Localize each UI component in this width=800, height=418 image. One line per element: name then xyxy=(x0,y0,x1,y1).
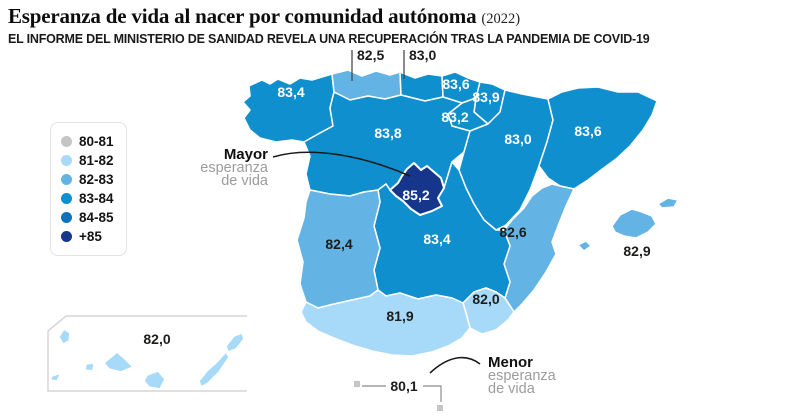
header: Esperanza de vida al nacer por comunidad… xyxy=(8,4,788,46)
legend-item-81-82: 81-82 xyxy=(61,151,114,170)
menor-annotation-line1: esperanza xyxy=(488,367,556,384)
region-label-canarias: 82,0 xyxy=(143,331,170,347)
legend-dot-85plus xyxy=(61,231,72,242)
region-baleares-ibiza xyxy=(577,240,592,252)
legend-label-82-83: 82-83 xyxy=(79,172,114,187)
region-canarias-tenerife xyxy=(103,351,134,373)
legend-dot-80-81 xyxy=(61,136,72,147)
page-title: Esperanza de vida al nacer por comunidad… xyxy=(8,4,477,28)
legend-dot-83-84 xyxy=(61,193,72,204)
region-label-murcia: 82,0 xyxy=(472,291,499,307)
region-label-pais-vasco: 83,6 xyxy=(442,76,469,92)
mayor-annotation-line2: de vida xyxy=(221,173,268,189)
region-andalucia xyxy=(300,289,471,357)
region-baleares-mallorca xyxy=(611,208,657,239)
region-baleares-menorca xyxy=(657,197,679,209)
melilla-marker xyxy=(437,405,443,411)
region-label-asturias: 82,5 xyxy=(357,47,384,63)
menor-leader-line xyxy=(429,356,481,374)
legend-item-84-85: 84-85 xyxy=(61,208,114,227)
region-label-ceuta-melilla: 80,1 xyxy=(390,378,417,394)
legend-label-84-85: 84-85 xyxy=(79,210,114,225)
region-canarias-lanzarote xyxy=(225,332,245,353)
legend-item-80-81: 80-81 xyxy=(61,132,114,151)
legend-label-81-82: 81-82 xyxy=(79,153,114,168)
region-label-extremadura: 82,4 xyxy=(325,236,352,252)
region-cataluna xyxy=(538,86,658,190)
region-label-comunidad-valenciana: 82,6 xyxy=(499,224,526,240)
legend-label-83-84: 83-84 xyxy=(79,191,114,206)
menor-annotation-title: Menor xyxy=(488,354,533,371)
legend: 80-81 81-82 82-83 83-84 84-85 +85 xyxy=(50,122,127,256)
legend-item-83-84: 83-84 xyxy=(61,189,114,208)
menor-annotation-line2: de vida xyxy=(488,381,535,397)
ceuta-marker xyxy=(354,381,360,387)
region-label-aragon: 83,0 xyxy=(504,131,531,147)
region-label-castilla-y-leon: 83,8 xyxy=(374,125,401,141)
mayor-leader-line xyxy=(272,151,411,177)
mayor-annotation-line1: esperanza xyxy=(200,159,268,176)
region-label-la-rioja: 83,2 xyxy=(441,109,468,125)
melilla-connector-line xyxy=(423,385,442,402)
region-canarias-la-gomera xyxy=(84,362,95,372)
title-year: (2022) xyxy=(481,11,521,27)
region-canarias-la-palma xyxy=(58,328,71,345)
region-label-madrid: 85,2 xyxy=(402,187,429,203)
legend-dot-81-82 xyxy=(61,155,72,166)
legend-dot-84-85 xyxy=(61,212,72,223)
region-label-cataluna: 83,6 xyxy=(574,123,601,139)
legend-label-85plus: +85 xyxy=(79,229,102,244)
mayor-annotation: Mayor esperanza de vida xyxy=(140,146,268,189)
region-label-andalucia: 81,9 xyxy=(386,308,413,324)
region-label-castilla-la-mancha: 83,4 xyxy=(423,231,450,247)
region-label-baleares: 82,9 xyxy=(623,243,650,259)
region-label-cantabria: 83,0 xyxy=(409,47,436,63)
region-canarias-el-hierro xyxy=(49,372,62,382)
legend-dot-82-83 xyxy=(61,174,72,185)
region-canarias-fuerteventura xyxy=(198,351,230,388)
menor-annotation: Menor esperanza de vida xyxy=(488,354,608,397)
mayor-annotation-title: Mayor xyxy=(223,146,268,163)
region-madrid xyxy=(389,162,445,216)
region-canarias-gran-canaria xyxy=(143,370,166,390)
page-subtitle: EL INFORME DEL MINISTERIO DE SANIDAD REV… xyxy=(8,32,650,46)
region-label-navarra: 83,9 xyxy=(472,89,499,105)
legend-label-80-81: 80-81 xyxy=(79,134,114,149)
canary-inset-frame xyxy=(47,315,247,392)
region-label-galicia: 83,4 xyxy=(277,84,304,100)
legend-item-82-83: 82-83 xyxy=(61,170,114,189)
legend-item-85plus: +85 xyxy=(61,227,114,246)
